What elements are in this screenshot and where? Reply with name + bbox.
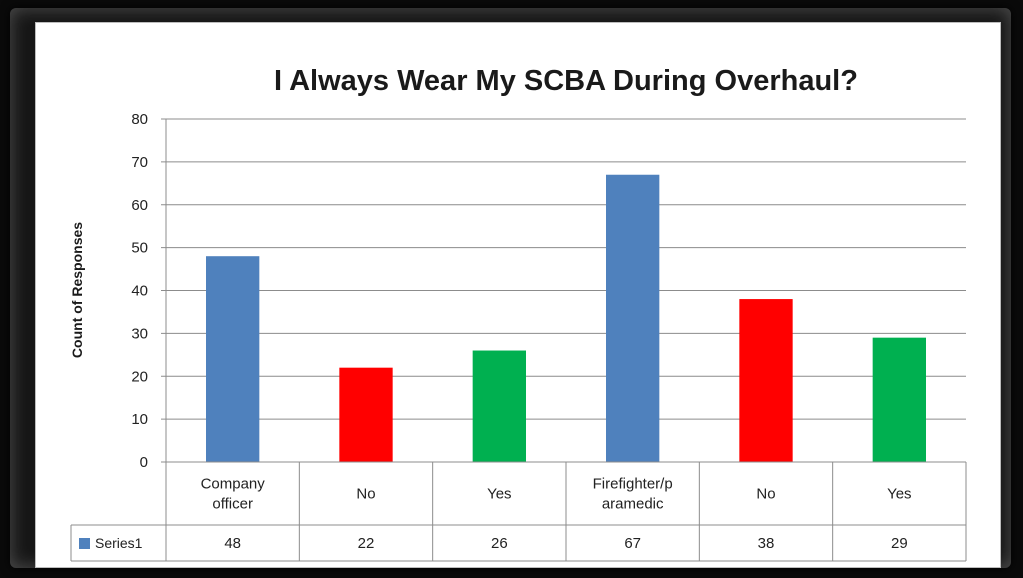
legend-swatch (79, 538, 90, 549)
bars (206, 174, 926, 463)
bar (872, 337, 926, 462)
y-tick-label: 60 (131, 197, 148, 214)
data-table: Company officer No Yes Firefighter/p aramedic… (70, 461, 967, 562)
bar (606, 174, 660, 463)
y-axis-label: Count of Responses (69, 222, 85, 358)
gridlines (165, 118, 966, 463)
bar (339, 367, 393, 462)
y-axis-ticks: 0 10 20 30 40 50 60 70 80 (131, 111, 166, 471)
x-tick-label: Company officer (201, 476, 266, 513)
bar (739, 299, 793, 462)
data-label: 22 (358, 535, 375, 552)
data-label: 38 (758, 535, 775, 552)
y-tick-label: 30 (131, 325, 148, 342)
x-tick-label: No (356, 486, 375, 503)
x-tick-label: Yes (487, 486, 511, 503)
x-tick-label: Yes (887, 486, 911, 503)
bar (206, 256, 260, 462)
data-label: 29 (891, 535, 908, 552)
x-tick-label: Firefighter/p aramedic (593, 476, 673, 513)
bar (472, 350, 526, 462)
y-tick-label: 10 (131, 411, 148, 428)
data-label: 26 (491, 535, 508, 552)
x-tick-label: No (756, 486, 775, 503)
data-label: 67 (624, 535, 641, 552)
y-tick-label: 0 (140, 454, 148, 471)
y-tick-label: 80 (131, 111, 148, 128)
y-tick-label: 20 (131, 368, 148, 385)
chart-title: I Always Wear My SCBA During Overhaul? (274, 65, 858, 97)
y-tick-label: 70 (131, 154, 148, 171)
data-label: 48 (224, 535, 241, 552)
y-tick-label: 40 (131, 283, 148, 300)
legend-label: Series1 (95, 535, 143, 551)
y-tick-label: 50 (131, 240, 148, 257)
chart-panel (35, 22, 1001, 568)
